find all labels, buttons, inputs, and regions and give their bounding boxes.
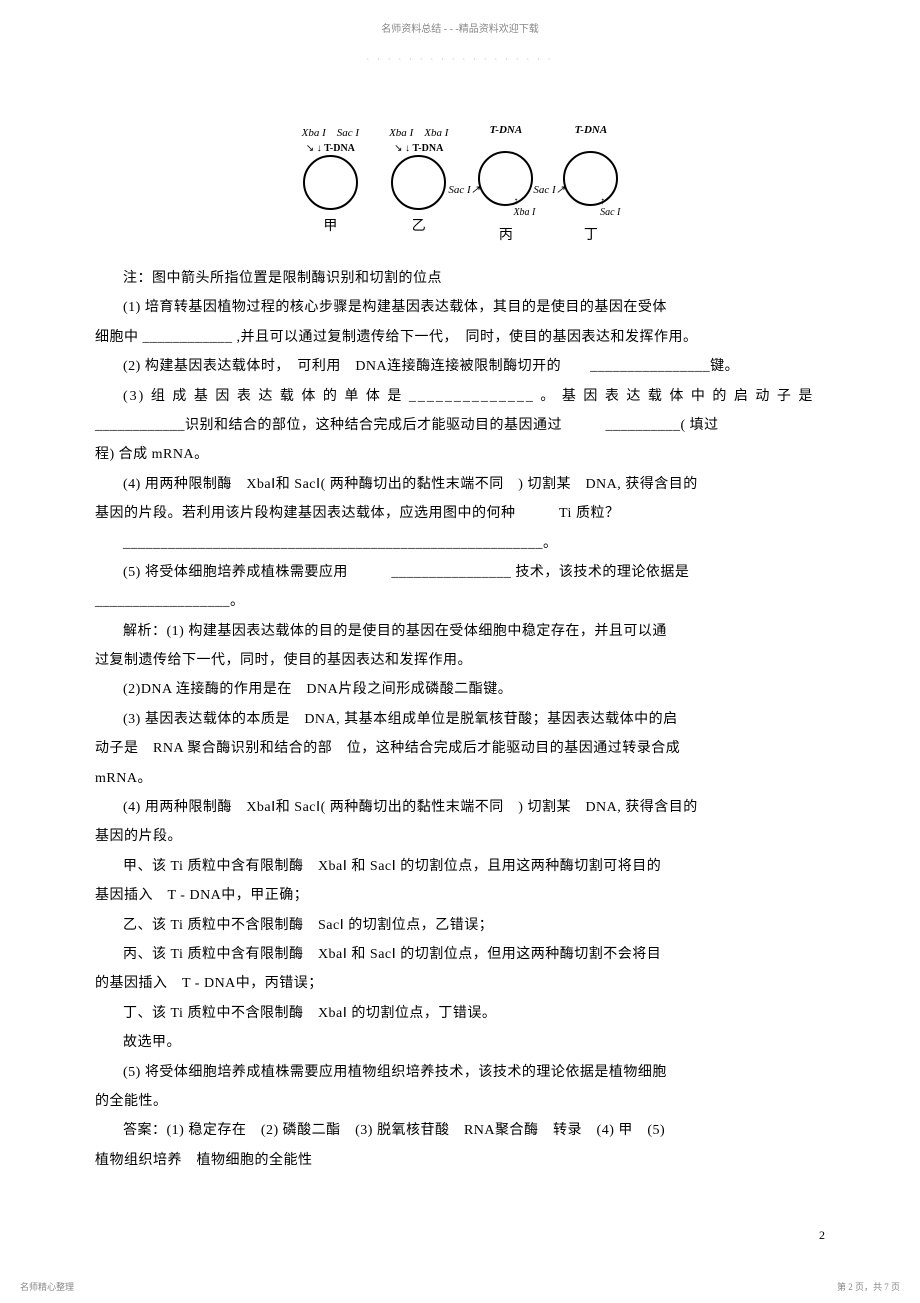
plasmid-bing: T-DNA Sac I↗ ↑Xba I 丙 bbox=[478, 124, 533, 244]
side-sac-3: Sac I↗ bbox=[448, 183, 480, 196]
plasmid-jia: Xba I Sac I ↘ ↓ T-DNA 甲 bbox=[302, 124, 359, 235]
plasmid-top-2: Xba I Xba I bbox=[389, 124, 448, 140]
plasmid-circle-2 bbox=[391, 155, 446, 210]
q2: (2) 构建基因表达载体时， 可利用 DNA连接酶连接被限制酶切开的 _____… bbox=[95, 352, 825, 381]
q5b: __________________。 bbox=[95, 587, 825, 616]
plasmid-diagram: Xba I Sac I ↘ ↓ T-DNA 甲 Xba I Xba I ↘ ↓ … bbox=[95, 124, 825, 244]
final2: 植物组织培养 植物细胞的全能性 bbox=[95, 1146, 825, 1175]
q4c: ________________________________________… bbox=[95, 529, 825, 558]
side-sac-4b: ↑Sac I bbox=[600, 196, 620, 218]
plasmid-bottom-4: 丁 bbox=[584, 224, 598, 244]
footer-left: 名师精心整理 bbox=[20, 1280, 74, 1293]
ans2: (2)DNA 连接酶的作用是在 DNA片段之间形成磷酸二酯键。 bbox=[95, 675, 825, 704]
ans5: (5) 将受体细胞培养成植株需要应用植物组织培养技术，该技术的理论依据是植物细胞 bbox=[95, 1058, 825, 1087]
header-note: 名师资料总结 - - -精品资料欢迎下载 bbox=[95, 20, 825, 35]
q4: (4) 用两种限制酶 XbaⅠ和 SacⅠ( 两种酶切出的黏性末端不同 ) 切割… bbox=[95, 470, 825, 499]
ans1: 过复制遗传给下一代，同时，使目的基因表达和发挥作用。 bbox=[95, 646, 825, 675]
ans-yi: 乙、该 Ti 质粒中不含限制酶 SacⅠ 的切割位点，乙错误； bbox=[95, 911, 825, 940]
plasmid-sub-1: ↘ ↓ T-DNA bbox=[306, 143, 355, 155]
final: 答案：(1) 稳定存在 (2) 磷酸二酯 (3) 脱氧核苷酸 RNA聚合酶 转录… bbox=[95, 1116, 825, 1145]
plasmid-circle-1 bbox=[303, 155, 358, 210]
header-dots: · · · · · · · · · · · · · · · · · · bbox=[95, 55, 825, 64]
plasmid-bottom-3: 丙 bbox=[499, 224, 513, 244]
page-number: 2 bbox=[819, 1228, 825, 1243]
plasmid-bottom-2: 乙 bbox=[412, 215, 426, 235]
ans3c: mRNA。 bbox=[95, 764, 825, 793]
note-line: 注：图中箭头所指位置是限制酶识别和切割的位点 bbox=[95, 264, 825, 293]
ans4b: 基因的片段。 bbox=[95, 822, 825, 851]
plasmid-yi: Xba I Xba I ↘ ↓ T-DNA 乙 bbox=[389, 124, 448, 235]
q4b: 基因的片段。若利用该片段构建基因表达载体，应选用图中的何种 Ti 质粒？ bbox=[95, 499, 825, 528]
ans3: (3) 基因表达载体的本质是 DNA, 其基本组成单位是脱氧核苷酸；基因表达载体… bbox=[95, 705, 825, 734]
ans-intro: 解析：(1) 构建基因表达载体的目的是使目的基因在受体细胞中稳定存在，并且可以通 bbox=[95, 617, 825, 646]
footer-right: 第 2 页，共 7 页 bbox=[837, 1280, 900, 1293]
ans-bing: 丙、该 Ti 质粒中含有限制酶 XbaⅠ 和 SacⅠ 的切割位点，但用这两种酶… bbox=[95, 940, 825, 969]
q1b: 细胞中 ____________ ,并且可以通过复制遗传给下一代， 同时，使目的… bbox=[95, 323, 825, 352]
ans4: (4) 用两种限制酶 XbaⅠ和 SacⅠ( 两种酶切出的黏性末端不同 ) 切割… bbox=[95, 793, 825, 822]
q5: (5) 将受体细胞培养成植株需要应用 ________________ 技术，该… bbox=[95, 558, 825, 587]
q3: (3) 组 成 基 因 表 达 载 体 的 单 体 是 ____________… bbox=[95, 382, 825, 411]
ans-jia: 甲、该 Ti 质粒中含有限制酶 XbaⅠ 和 SacⅠ 的切割位点，且用这两种酶… bbox=[95, 852, 825, 881]
plasmid-top-1: Xba I Sac I bbox=[302, 124, 359, 140]
side-xba-3: ↑Xba I bbox=[513, 196, 535, 218]
plasmid-top-3: T-DNA bbox=[490, 124, 523, 136]
ans3b: 动子是 RNA 聚合酶识别和结合的部 位，这种结合完成后才能驱动目的基因通过转录… bbox=[95, 734, 825, 763]
ans-bing2: 的基因插入 T - DNA中，丙错误； bbox=[95, 969, 825, 998]
q3b: ____________识别和结合的部位，这种结合完成后才能驱动目的基因通过 _… bbox=[95, 411, 825, 440]
plasmid-sub-2: ↘ ↓ T-DNA bbox=[394, 143, 443, 155]
plasmid-top-4: T-DNA bbox=[575, 124, 608, 136]
plasmid-bottom-1: 甲 bbox=[323, 215, 337, 235]
plasmid-ding: T-DNA Sac I↗ ↑Sac I 丁 bbox=[563, 124, 618, 244]
ans-gu: 故选甲。 bbox=[95, 1028, 825, 1057]
ans5b: 的全能性。 bbox=[95, 1087, 825, 1116]
plasmid-circle-3: Sac I↗ ↑Xba I bbox=[478, 151, 533, 206]
plasmid-circle-4: Sac I↗ ↑Sac I bbox=[563, 151, 618, 206]
q1: (1) 培育转基因植物过程的核心步骤是构建基因表达载体，其目的是使目的基因在受体 bbox=[95, 293, 825, 322]
ans-jia2: 基因插入 T - DNA中，甲正确； bbox=[95, 881, 825, 910]
side-sac-4a: Sac I↗ bbox=[533, 183, 565, 196]
q3c: 程) 合成 mRNA。 bbox=[95, 440, 825, 469]
ans-ding: 丁、该 Ti 质粒中不含限制酶 XbaⅠ 的切割位点，丁错误。 bbox=[95, 999, 825, 1028]
